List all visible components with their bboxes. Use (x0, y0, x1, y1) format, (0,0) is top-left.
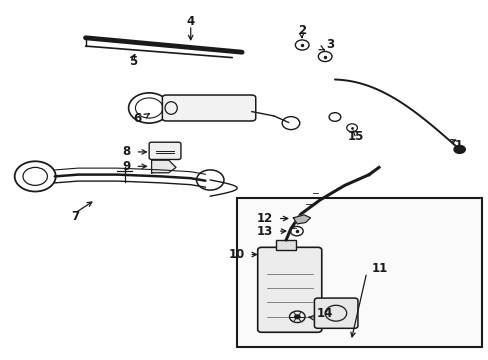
FancyBboxPatch shape (314, 298, 357, 328)
Text: 7: 7 (71, 210, 79, 223)
Text: 8: 8 (122, 145, 130, 158)
FancyBboxPatch shape (162, 95, 255, 121)
Text: 12: 12 (256, 212, 272, 225)
Circle shape (452, 145, 465, 154)
Text: 5: 5 (129, 55, 137, 68)
Bar (276, 240, 295, 250)
Text: 11: 11 (371, 262, 387, 275)
Bar (237, 198, 481, 347)
Text: 6: 6 (133, 112, 142, 125)
Text: 3: 3 (326, 39, 334, 51)
Polygon shape (151, 160, 176, 173)
Text: 4: 4 (186, 15, 194, 28)
FancyBboxPatch shape (257, 247, 321, 332)
Circle shape (293, 314, 300, 319)
Text: 10: 10 (228, 248, 244, 261)
FancyBboxPatch shape (149, 142, 181, 159)
Polygon shape (293, 215, 310, 224)
Text: 1: 1 (454, 139, 462, 152)
Text: 2: 2 (297, 24, 305, 37)
Text: 9: 9 (122, 160, 130, 173)
Text: 13: 13 (256, 225, 272, 238)
Text: 14: 14 (316, 307, 332, 320)
Text: 15: 15 (346, 130, 363, 143)
